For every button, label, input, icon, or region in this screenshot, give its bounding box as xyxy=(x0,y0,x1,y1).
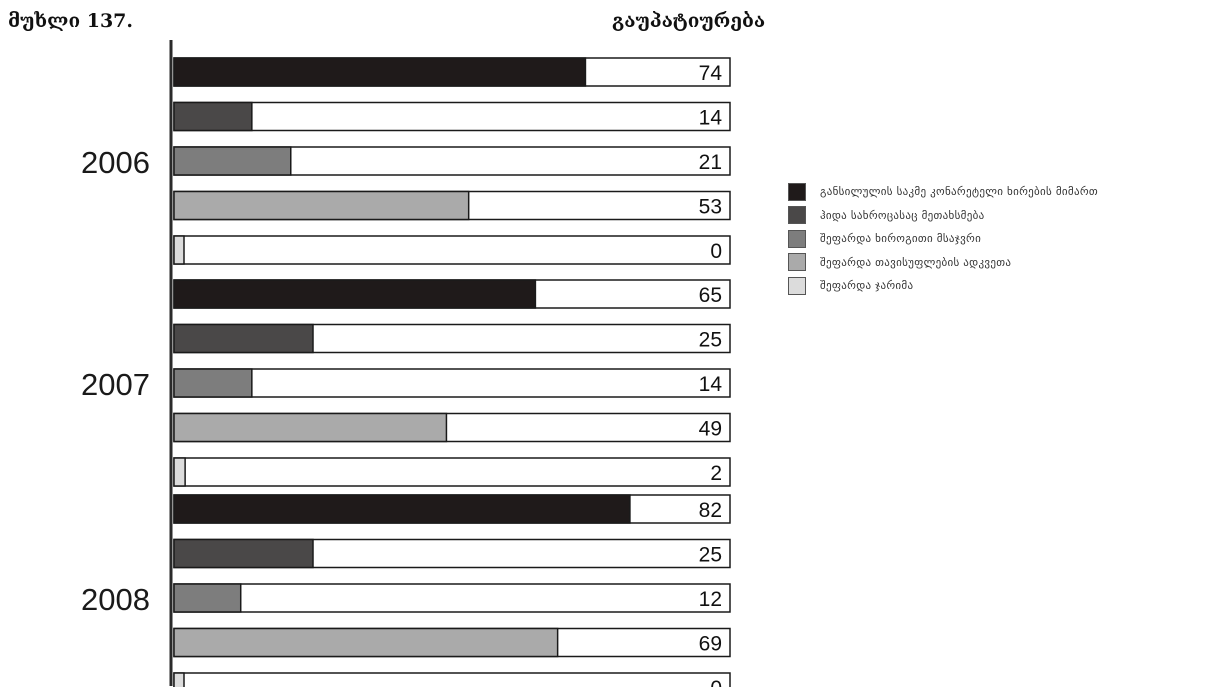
bar xyxy=(173,412,448,443)
legend: განსილულის საკმე კონარეტელი ხირების მიმა… xyxy=(788,180,1214,298)
bar xyxy=(173,57,587,87)
bar xyxy=(173,146,292,176)
data-label: 65 xyxy=(699,284,722,307)
bar xyxy=(173,368,253,398)
legend-label: შეფარდა თავისუფლების ადკვეთა xyxy=(820,255,1012,269)
data-label: 49 xyxy=(699,418,722,441)
legend-swatch xyxy=(788,182,806,201)
bar xyxy=(173,538,314,569)
bar xyxy=(173,279,537,309)
data-label: 21 xyxy=(699,151,722,174)
data-label: 82 xyxy=(699,499,722,522)
bar xyxy=(173,235,185,265)
bar-track xyxy=(173,457,731,487)
article-label: მუხლი 137. xyxy=(8,10,133,32)
data-label: 0 xyxy=(710,677,722,687)
data-label: 0 xyxy=(710,240,722,263)
bar-track xyxy=(173,368,731,398)
legend-swatch xyxy=(788,229,806,248)
data-label: 12 xyxy=(699,588,722,611)
bar xyxy=(173,190,470,221)
data-label: 25 xyxy=(699,329,722,352)
legend-label: განსილულის საკმე კონარეტელი ხირების მიმა… xyxy=(820,185,1099,199)
bar-track xyxy=(173,672,731,687)
legend-item: შეფარდა ხიროგითი მსაჯვრი xyxy=(788,227,1214,251)
bar xyxy=(173,494,631,524)
data-label: 53 xyxy=(699,196,722,219)
bar xyxy=(173,583,242,613)
chart-title: გაუპატიურება xyxy=(612,10,766,32)
legend-item: შეფარდა ჯარიმა xyxy=(788,274,1214,298)
legend-item: განსილულის საკმე კონარეტელი ხირების მიმა… xyxy=(788,180,1214,204)
bar xyxy=(173,457,186,487)
legend-label: შეფარდა ჯარიმა xyxy=(820,279,914,293)
bar xyxy=(173,672,185,687)
year-label: 2006 xyxy=(81,145,150,180)
data-label: 74 xyxy=(699,62,723,85)
legend-swatch xyxy=(788,276,806,295)
bar-track xyxy=(173,235,731,265)
data-label: 25 xyxy=(699,544,722,567)
bar-track xyxy=(173,583,731,613)
bar xyxy=(173,627,559,658)
year-label: 2007 xyxy=(81,367,150,402)
legend-swatch xyxy=(788,206,806,225)
legend-label: შეფარდა ხიროგითი მსაჯვრი xyxy=(820,232,982,246)
bar-track xyxy=(173,101,731,132)
data-label: 14 xyxy=(699,373,723,396)
legend-swatch xyxy=(788,253,806,272)
legend-item: შეფარდა თავისუფლების ადკვეთა xyxy=(788,251,1214,275)
bar xyxy=(173,323,314,354)
data-label: 14 xyxy=(699,107,723,130)
legend-label: ჰიდა სახროცასაც მეთახსმება xyxy=(820,208,985,222)
year-label: 2008 xyxy=(81,582,150,617)
legend-item: ჰიდა სახროცასაც მეთახსმება xyxy=(788,204,1214,228)
bar xyxy=(173,101,253,132)
data-label: 69 xyxy=(699,633,722,656)
data-label: 2 xyxy=(710,462,722,485)
